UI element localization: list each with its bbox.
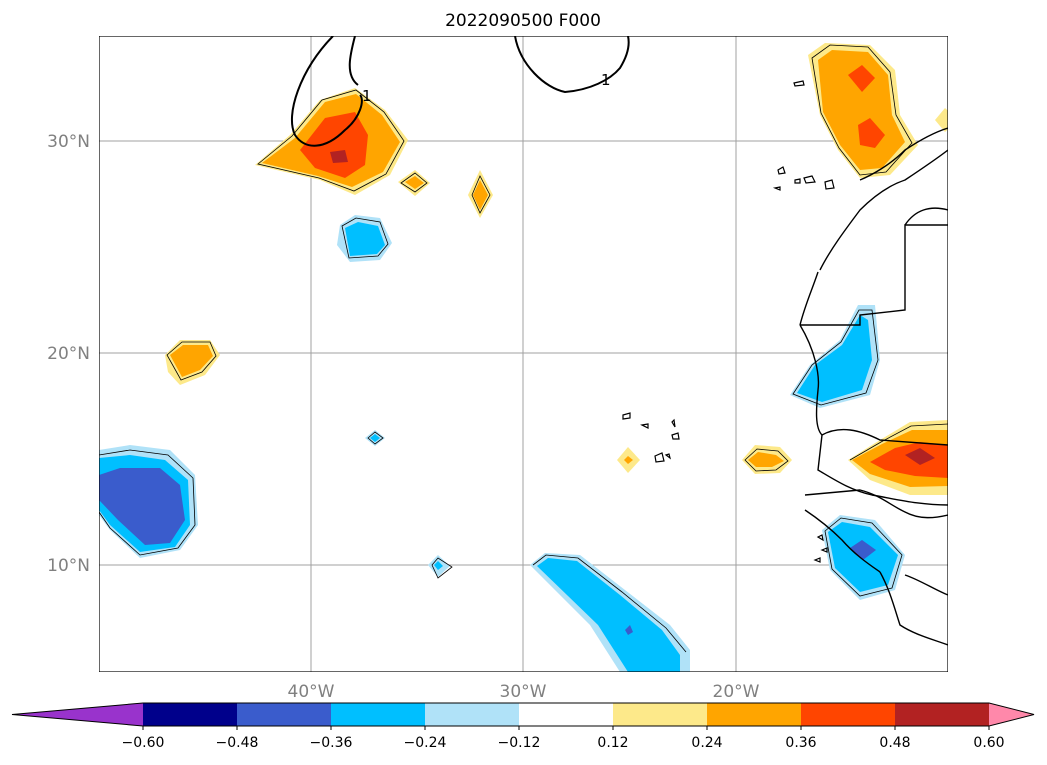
contour-label: 1 [362,87,372,105]
colorbar-segment [707,703,802,726]
colorbar-tick-label: 0.24 [691,735,722,751]
colorbar-tick-label: −0.12 [498,735,541,751]
lon-label: 40°W [288,682,335,702]
colorbar-segment [425,703,520,726]
colorbar-tick-label: 0.48 [879,735,910,751]
colorbar-segment [143,703,238,726]
lat-label: 10°N [47,556,90,576]
colorbar-extend-low [12,703,143,726]
colorbar-segment [613,703,708,726]
islands [622,80,835,563]
colorbar: −0.60 −0.48 −0.36 −0.24 −0.12 0.12 0.24 0.36 0.4… [11,702,1035,751]
latitude-labels: 30°N 20°N 10°N [47,132,90,576]
anomaly-contours [99,44,948,653]
colorbar-segment [331,703,426,726]
lon-label: 20°W [713,682,760,702]
colorbar-tick-label: −0.48 [216,735,259,751]
contour-label: 1 [601,71,611,89]
colorbar-segment [237,703,332,726]
colorbar-extend-high [989,703,1034,726]
plot-title: 2022090500 F000 [445,11,601,31]
colorbar-tick-label: 0.60 [973,735,1004,751]
coastlines [799,127,948,646]
colorbar-tick-label: −0.24 [404,735,447,751]
map-area: 1 1 [99,36,948,672]
colorbar-tick-label: 0.12 [597,735,628,751]
lat-label: 30°N [47,132,90,152]
colorbar-segment [895,703,990,726]
colorbar-tick-label: −0.60 [122,735,165,751]
colorbar-segment [519,703,614,726]
colorbar-tick-label: −0.36 [310,735,353,751]
lon-label: 30°W [500,682,547,702]
longitude-labels: 40°W 30°W 20°W [288,682,760,702]
lat-label: 20°N [47,344,90,364]
colorbar-tick-label: 0.36 [785,735,816,751]
contour-lines-bold [290,36,630,147]
colorbar-segment [801,703,896,726]
